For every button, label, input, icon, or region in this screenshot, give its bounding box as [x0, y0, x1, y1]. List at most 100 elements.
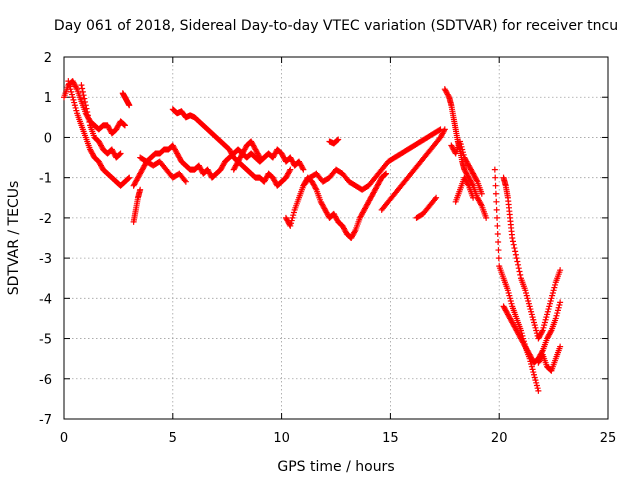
data-point	[525, 298, 532, 305]
data-point	[515, 261, 522, 268]
data-point	[125, 175, 132, 182]
y-tick-labels: 2 1 0 -1 -2 -3 -4 -5 -6 -7	[39, 51, 52, 428]
data-point	[515, 265, 522, 272]
data-point	[334, 137, 341, 144]
data-point	[547, 328, 554, 335]
data-point	[556, 302, 563, 309]
data-point	[70, 96, 77, 103]
series-track-2	[65, 78, 133, 189]
data-point	[181, 177, 188, 184]
data-point	[69, 94, 76, 101]
y-tick-label: -6	[39, 373, 52, 388]
data-point	[441, 126, 448, 133]
data-point	[117, 150, 124, 157]
data-point	[554, 310, 561, 317]
data-point	[84, 112, 91, 119]
series-track-15	[441, 86, 490, 221]
data-point	[68, 91, 75, 98]
series-track-16	[448, 138, 485, 197]
data-point	[79, 88, 86, 95]
data-point	[494, 230, 501, 237]
series-track-6	[130, 186, 144, 225]
data-point	[126, 174, 133, 181]
data-point	[80, 92, 87, 99]
data-point	[288, 220, 295, 227]
data-point	[78, 82, 85, 89]
data-point	[554, 307, 561, 314]
data-point	[300, 166, 307, 173]
grid-lines	[64, 57, 608, 419]
data-point	[432, 196, 439, 203]
series-track-4	[119, 90, 133, 109]
data-point	[383, 170, 390, 177]
x-axis-title: GPS time / hours	[277, 459, 394, 475]
data-point	[126, 102, 133, 109]
data-point	[541, 322, 548, 329]
data-point	[524, 295, 531, 302]
y-tick-label: -7	[39, 413, 52, 428]
data-point	[552, 281, 559, 288]
data-point	[495, 239, 502, 246]
data-point	[514, 258, 521, 265]
data-point	[532, 324, 539, 331]
data-point	[507, 298, 514, 305]
data-point	[287, 222, 294, 229]
y-tick-label: 0	[44, 131, 52, 146]
series-track-11	[300, 126, 444, 193]
data-point	[459, 146, 466, 153]
data-point	[538, 328, 545, 335]
data-point	[478, 190, 485, 197]
series-track-7	[137, 154, 189, 185]
data-point	[86, 119, 93, 126]
data-point	[526, 303, 533, 310]
data-point	[492, 174, 499, 181]
data-point	[286, 167, 293, 174]
data-point	[546, 303, 553, 310]
y-tick-label: -4	[39, 292, 52, 307]
data-point	[433, 194, 440, 201]
data-point	[121, 122, 128, 129]
data-point	[505, 289, 512, 296]
data-point	[82, 102, 89, 109]
data-point	[459, 149, 466, 156]
plot-frame	[63, 56, 609, 420]
data-point	[473, 177, 480, 184]
data-point	[530, 369, 537, 376]
x-tick-label: 10	[273, 431, 290, 446]
data-point	[290, 209, 297, 216]
data-point	[555, 304, 562, 311]
data-point	[553, 312, 560, 319]
data-point	[72, 104, 79, 111]
data-point	[541, 319, 548, 326]
data-series	[61, 78, 564, 394]
data-point	[557, 299, 564, 306]
y-tick-label: -3	[39, 252, 52, 267]
data-point	[548, 295, 555, 302]
data-point	[457, 138, 464, 145]
data-point	[527, 306, 534, 313]
data-point	[551, 284, 558, 291]
series-track-14	[326, 136, 342, 147]
data-point	[351, 228, 358, 235]
data-point	[512, 251, 519, 258]
series-track-12	[378, 126, 448, 213]
data-point	[68, 88, 75, 95]
data-point	[513, 255, 520, 262]
data-point	[529, 314, 536, 321]
data-point	[534, 385, 541, 392]
x-tick-label: 5	[169, 431, 177, 446]
data-point	[508, 300, 515, 307]
data-point	[547, 298, 554, 305]
series-track-19	[500, 174, 564, 342]
data-point	[544, 311, 551, 318]
data-point	[470, 194, 477, 201]
data-point	[550, 287, 557, 294]
series-track-5	[130, 142, 307, 189]
data-point	[83, 105, 90, 112]
data-point	[528, 311, 535, 318]
data-point	[81, 95, 88, 102]
x-tick-labels: 0 5 10 15 20 25	[60, 431, 616, 446]
y-tick-label: -2	[39, 212, 52, 227]
series-track-13	[413, 194, 440, 221]
